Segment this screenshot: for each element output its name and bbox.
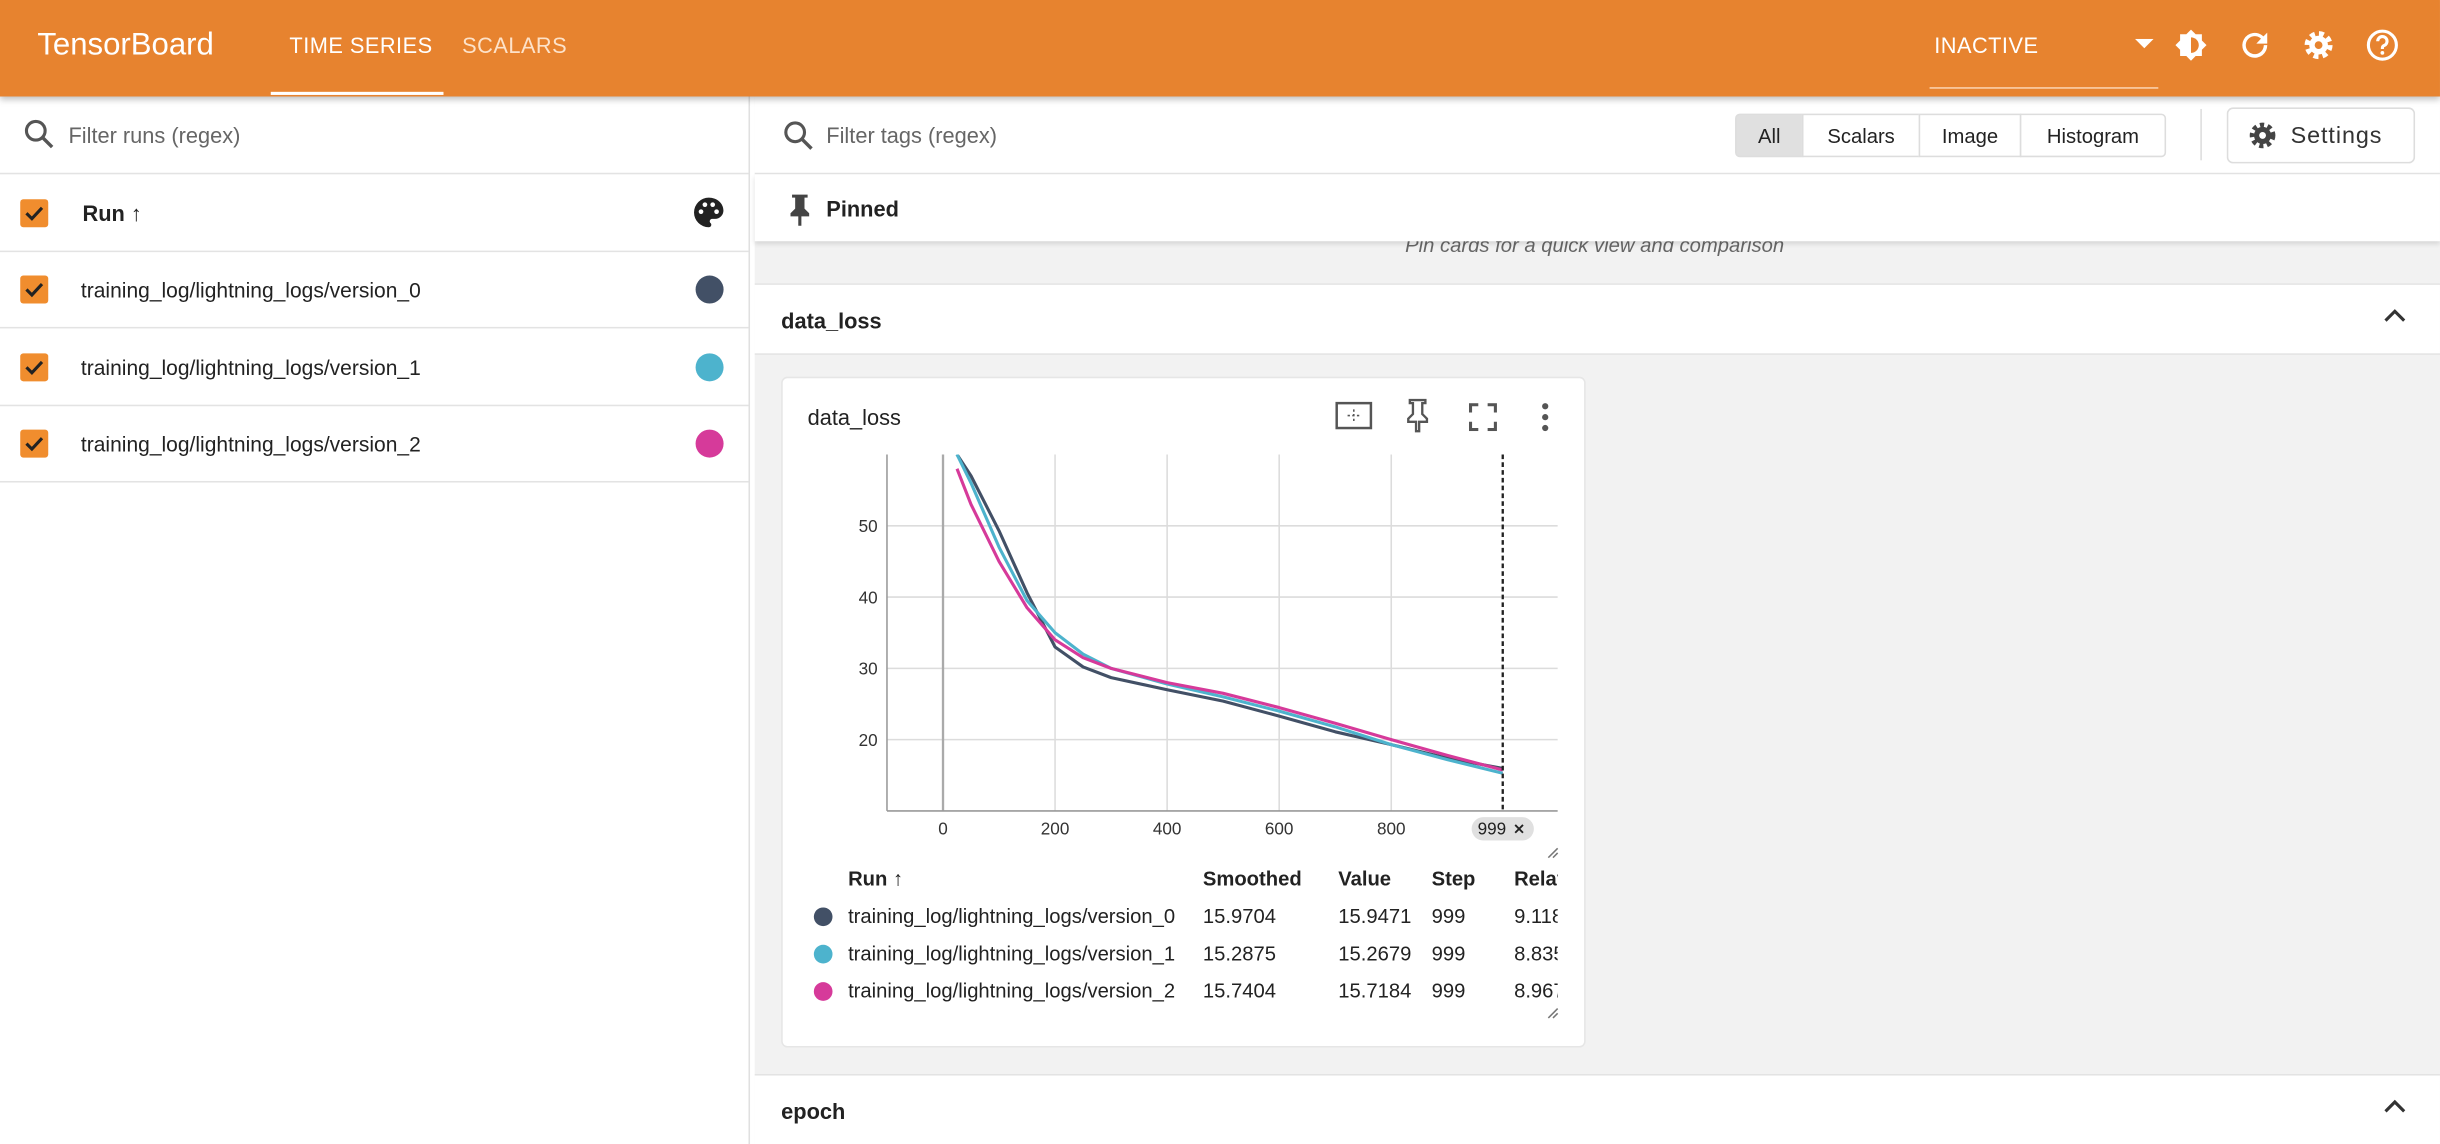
x-tick-label: 400 bbox=[1153, 819, 1182, 838]
theme-icon[interactable] bbox=[2172, 26, 2209, 63]
type-filter-button[interactable]: All bbox=[1735, 113, 1804, 158]
x-tick-label: 0 bbox=[938, 819, 948, 838]
type-filter-button[interactable]: Histogram bbox=[2019, 113, 2167, 158]
table-cell: 15.7184 bbox=[1338, 981, 1411, 1003]
group-title: epoch bbox=[781, 1098, 846, 1124]
table-header: Step bbox=[1432, 869, 1476, 891]
checkbox[interactable] bbox=[20, 199, 49, 228]
divider bbox=[0, 480, 749, 483]
run-name: training_log/lightning_logs/version_0 bbox=[848, 906, 1175, 928]
table-cell: 999 bbox=[1432, 943, 1466, 965]
type-filter-button[interactable]: Image bbox=[1918, 113, 2022, 158]
y-tick-label: 30 bbox=[859, 660, 878, 679]
divider bbox=[0, 403, 749, 406]
checkbox[interactable] bbox=[20, 275, 49, 304]
run-color bbox=[813, 907, 833, 927]
run-column-header[interactable]: Run ↑ bbox=[82, 200, 142, 226]
resize-handle bbox=[1547, 1008, 1559, 1019]
type-filter-button[interactable]: Scalars bbox=[1801, 113, 1921, 158]
divider bbox=[0, 326, 749, 329]
run-color[interactable] bbox=[695, 429, 724, 458]
table-cell: 15.7404 bbox=[1203, 981, 1276, 1003]
separator bbox=[2200, 108, 2202, 161]
resize-handle bbox=[1547, 847, 1559, 859]
run-name: training_log/lightning_logs/version_1 bbox=[848, 943, 1175, 965]
run-color[interactable] bbox=[695, 275, 724, 304]
series-line bbox=[955, 454, 1504, 770]
group-header[interactable]: data_loss bbox=[754, 283, 2440, 355]
settings-icon[interactable] bbox=[2300, 26, 2337, 63]
run-color bbox=[813, 944, 833, 964]
table-cell: 15.9471 bbox=[1338, 906, 1411, 928]
runs-sidebar: Filter runs (regex) bbox=[0, 96, 751, 1144]
help-icon[interactable] bbox=[2364, 26, 2401, 63]
fullscreen-icon[interactable] bbox=[1468, 403, 1497, 432]
tab[interactable]: TIME SERIES bbox=[289, 32, 433, 58]
refresh-icon[interactable] bbox=[2236, 26, 2273, 63]
cursor-chip bbox=[1471, 817, 1534, 841]
scalar-card: data_loss bbox=[781, 376, 1586, 1048]
run-color bbox=[813, 982, 833, 1001]
divider bbox=[0, 172, 749, 175]
table-cell: 8.835 bbox=[1514, 943, 1565, 965]
x-tick-label: 600 bbox=[1265, 819, 1294, 838]
tags-filter[interactable]: Filter tags (regex) bbox=[826, 122, 997, 148]
series-line bbox=[955, 468, 1504, 772]
palette-icon[interactable] bbox=[692, 196, 725, 229]
cursor-label: 999 bbox=[1478, 819, 1507, 838]
table-cell: 8.967 bbox=[1514, 981, 1565, 1003]
pin-icon bbox=[790, 194, 810, 226]
table-cell: 999 bbox=[1432, 981, 1466, 1003]
group-header[interactable]: epoch bbox=[754, 1073, 2440, 1144]
run-name: training_log/lightning_logs/version_0 bbox=[80, 278, 421, 302]
table-cell: 15.2679 bbox=[1338, 943, 1411, 965]
top-bar: TensorBoard TIME SERIES SCALARS INACTIVE bbox=[0, 0, 2440, 97]
y-tick-label: 20 bbox=[859, 731, 878, 750]
group-title: data_loss bbox=[781, 308, 882, 334]
divider bbox=[0, 250, 749, 253]
dropdown-arrow[interactable] bbox=[2134, 38, 2154, 51]
run-name: training_log/lightning_logs/version_2 bbox=[848, 981, 1175, 1003]
table-cell: 15.2875 bbox=[1203, 943, 1276, 965]
x-tick-label: 200 bbox=[1041, 819, 1070, 838]
run-color[interactable] bbox=[695, 352, 724, 381]
settings-button[interactable]: Settings bbox=[2226, 107, 2416, 164]
settings-label: Settings bbox=[2290, 122, 2383, 150]
table-cell: 9.118 bbox=[1514, 906, 1563, 928]
fit-domain-icon[interactable] bbox=[1335, 400, 1373, 431]
cursor-close bbox=[1514, 824, 1524, 834]
runs-filter[interactable]: Filter runs (regex) bbox=[68, 122, 241, 148]
y-tick-label: 50 bbox=[859, 517, 878, 536]
select-underline bbox=[1929, 87, 2159, 89]
table-cell: 15.9704 bbox=[1203, 906, 1276, 928]
table-header: Smoothed bbox=[1203, 869, 1302, 891]
card-title: data_loss bbox=[807, 404, 901, 430]
table-header: Relat bbox=[1514, 869, 1564, 891]
series-line bbox=[955, 454, 1504, 775]
x-tick-label: 800 bbox=[1377, 819, 1406, 838]
checkbox[interactable] bbox=[20, 429, 49, 458]
reload-status[interactable]: INACTIVE bbox=[1934, 32, 2039, 58]
y-tick-label: 40 bbox=[859, 588, 878, 607]
run-name: training_log/lightning_logs/version_1 bbox=[80, 355, 421, 380]
app-title: TensorBoard bbox=[37, 28, 214, 63]
tab[interactable]: SCALARS bbox=[462, 32, 568, 58]
table-header: Run ↑ bbox=[848, 869, 903, 891]
pinned-title: Pinned bbox=[826, 196, 899, 222]
search-icon bbox=[24, 119, 54, 149]
table-cell: 999 bbox=[1432, 906, 1466, 928]
more-icon[interactable] bbox=[1539, 402, 1551, 433]
checkbox[interactable] bbox=[20, 352, 49, 381]
table-header: Value bbox=[1338, 869, 1391, 891]
pin-icon[interactable] bbox=[1405, 398, 1430, 433]
run-name: training_log/lightning_logs/version_2 bbox=[80, 432, 421, 457]
pinned-section: Pinned bbox=[754, 174, 2440, 242]
search-icon bbox=[784, 121, 813, 150]
tab-underline bbox=[270, 91, 444, 95]
